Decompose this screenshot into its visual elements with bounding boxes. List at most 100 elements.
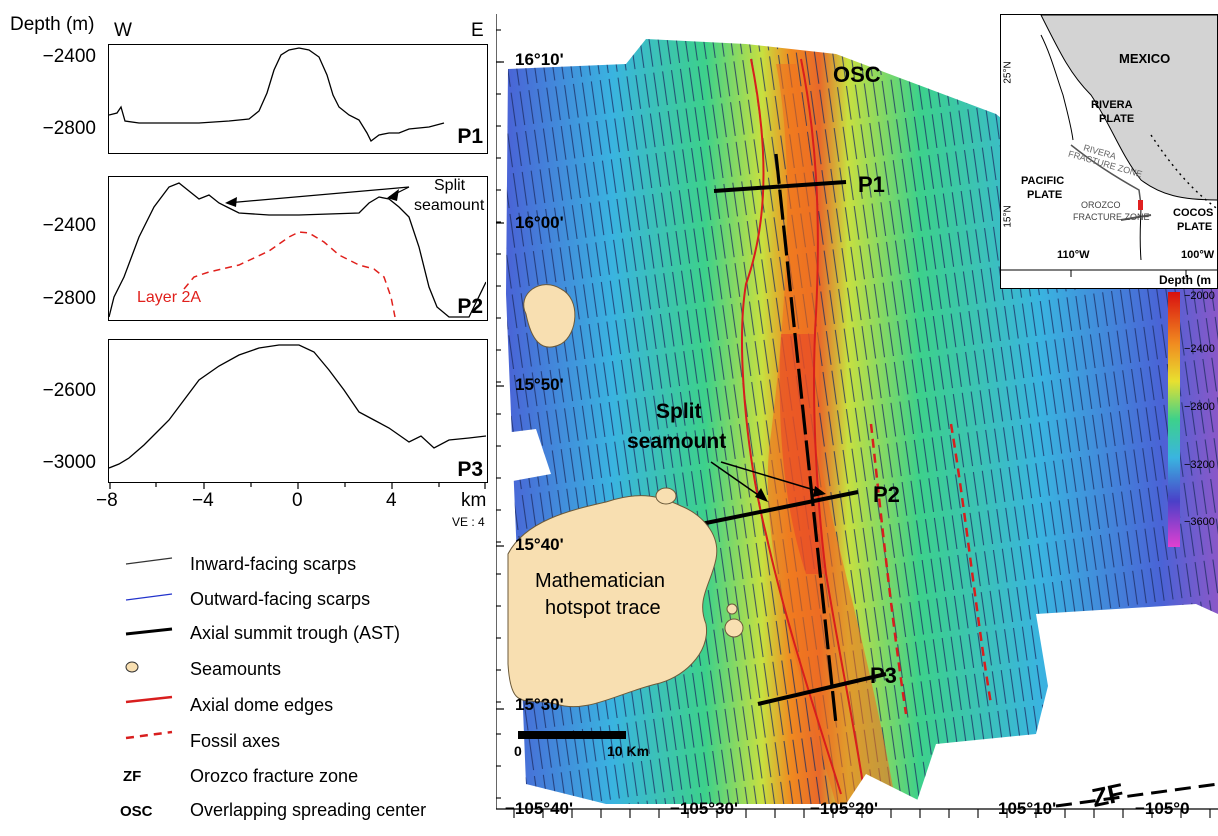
- inset-pacific-1: PACIFIC: [1021, 175, 1065, 187]
- seamount-c: [726, 603, 738, 615]
- profile-p3-label: P3: [457, 458, 483, 481]
- x-tick-3: 0: [292, 490, 303, 511]
- inset-rivera-2: PLATE: [1099, 113, 1135, 125]
- mexico-land: [1040, 15, 1217, 201]
- scale-0-label: 0: [514, 743, 522, 759]
- profile-p2-label: P2: [457, 295, 483, 318]
- legend-item-osc: Overlapping spreading center: [190, 800, 427, 820]
- x-tick-2: −4: [192, 490, 214, 511]
- inset-pacific-2: PLATE: [1027, 189, 1063, 201]
- colorbar-tick-2: −2400: [1184, 343, 1215, 355]
- inset-orozco-2: FRACTURE ZONE: [1073, 212, 1150, 222]
- map-profile-p1: [713, 180, 847, 193]
- osc-label: OSC: [833, 62, 881, 87]
- ve-label: VE : 4: [452, 515, 485, 529]
- lon-label-4: 105°10': [998, 799, 1057, 818]
- profile-p1-label: P1: [457, 125, 483, 148]
- legend-item-zf: Orozco fracture zone: [190, 766, 359, 786]
- inset-lat-15: 15°N: [1002, 205, 1014, 228]
- legend-item-dome: Axial dome edges: [190, 695, 334, 715]
- ast-line: [774, 153, 838, 725]
- data-gap-1: [496, 429, 551, 484]
- lat-label-1: 16°10': [515, 50, 564, 69]
- lon-label-5: −105°0: [1135, 799, 1190, 818]
- colorbar-tick-1: −2000: [1184, 290, 1215, 302]
- map-split-label-1: Split: [656, 400, 702, 423]
- p3-tick-1: −2600: [42, 380, 96, 401]
- map-split-label-2: seamount: [627, 430, 727, 453]
- arrowhead-2: [387, 189, 399, 201]
- map-zf-label: ZF: [1089, 777, 1127, 813]
- p1-tick-1: −2400: [42, 46, 96, 67]
- map-p1-label: P1: [858, 172, 885, 197]
- profile-p2: Split seamount Layer 2A P2: [108, 176, 488, 321]
- map-p2-label: P2: [873, 482, 900, 507]
- layer-2a-label: Layer 2A: [137, 289, 202, 306]
- arrowhead-1: [225, 197, 237, 207]
- profile-p1: P1: [108, 44, 488, 154]
- east-label: E: [471, 20, 484, 41]
- legend-inward-symbol: [125, 557, 173, 565]
- profile-p1-line: [109, 47, 445, 142]
- inset-lon-100: 100°W: [1181, 249, 1215, 261]
- legend-fossil-symbol: [125, 730, 173, 740]
- layer-2a-line: [183, 231, 396, 318]
- zf-line: [1055, 782, 1218, 808]
- colorbar-title: Depth (m: [1159, 273, 1211, 287]
- inset-cocos-2: PLATE: [1177, 221, 1213, 233]
- inset-lon-110: 110°W: [1057, 249, 1090, 261]
- seamount-small: [523, 284, 576, 348]
- inset-cocos-1: COCOS: [1173, 207, 1214, 219]
- x-tick-4: 4: [386, 490, 397, 511]
- seamount-a: [655, 487, 677, 505]
- p2-tick-1: −2400: [42, 215, 96, 236]
- axial-high: [767, 64, 896, 804]
- scale-bar: [518, 731, 626, 739]
- p2-tick-2: −2800: [42, 288, 96, 309]
- p3-tick-2: −3000: [42, 452, 96, 473]
- lat-label-3: 15°50': [515, 375, 564, 394]
- dome-edge-east: [800, 58, 867, 805]
- legend-item-fossil: Fossil axes: [190, 731, 281, 751]
- legend-seamount-symbol: [125, 661, 139, 673]
- inset-orozco-1: OROZCO: [1081, 200, 1121, 210]
- map-profile-p2: [700, 490, 859, 526]
- map-profile-p3: [757, 672, 887, 706]
- x-unit: km: [461, 490, 487, 511]
- lat-label-4: 15°40': [515, 535, 564, 554]
- inset-lat-25: 25°N: [1002, 61, 1014, 84]
- fossil-axis-2: [949, 423, 993, 705]
- x-tick-1: −8: [96, 490, 118, 511]
- colorbar-tick-5: −3600: [1184, 516, 1215, 528]
- legend-item-inward: Inward-facing scarps: [190, 554, 357, 574]
- legend-dome-symbol: [125, 695, 173, 704]
- seamount-b: [724, 618, 744, 638]
- profile-p3: P3: [108, 339, 488, 483]
- scale-10-label: 10 Km: [607, 743, 650, 759]
- hotspot-label-1: Mathematician: [535, 570, 666, 592]
- p1-tick-2: −2800: [42, 118, 96, 139]
- legend-outward-symbol: [125, 593, 173, 601]
- hotspot-trace: [507, 495, 718, 708]
- legend-item-seamounts: Seamounts: [190, 659, 282, 679]
- profile-p2-line: [109, 182, 486, 318]
- depth-colorbar: [1168, 292, 1180, 547]
- lat-label-5: 15°30': [515, 695, 564, 714]
- colorbar-tick-3: −2800: [1184, 401, 1215, 413]
- inset-rivera-1: RIVERA: [1091, 99, 1133, 111]
- profile-p3-line: [109, 344, 486, 469]
- dome-edge-west: [741, 58, 842, 795]
- location-inset: MEXICO RIVERA PLATE RIVERA FRACTURE ZONE…: [1000, 14, 1218, 289]
- west-label: W: [114, 20, 132, 41]
- fossil-axis-1: [869, 423, 908, 715]
- lat-label-2: 16°00': [515, 213, 564, 232]
- data-gap-3: [1036, 604, 1218, 744]
- p2-split-label-2: seamount: [414, 197, 485, 214]
- hotspot-label-2: hotspot trace: [545, 597, 661, 619]
- lon-label-1: −105°40': [505, 799, 574, 818]
- legend-zf-symbol: ZF: [123, 768, 142, 785]
- inset-mexico: MEXICO: [1119, 51, 1171, 66]
- legend-ast-symbol: [125, 627, 173, 636]
- profile-axis-title: Depth (m): [10, 14, 95, 35]
- split-arrow-1: [226, 186, 410, 204]
